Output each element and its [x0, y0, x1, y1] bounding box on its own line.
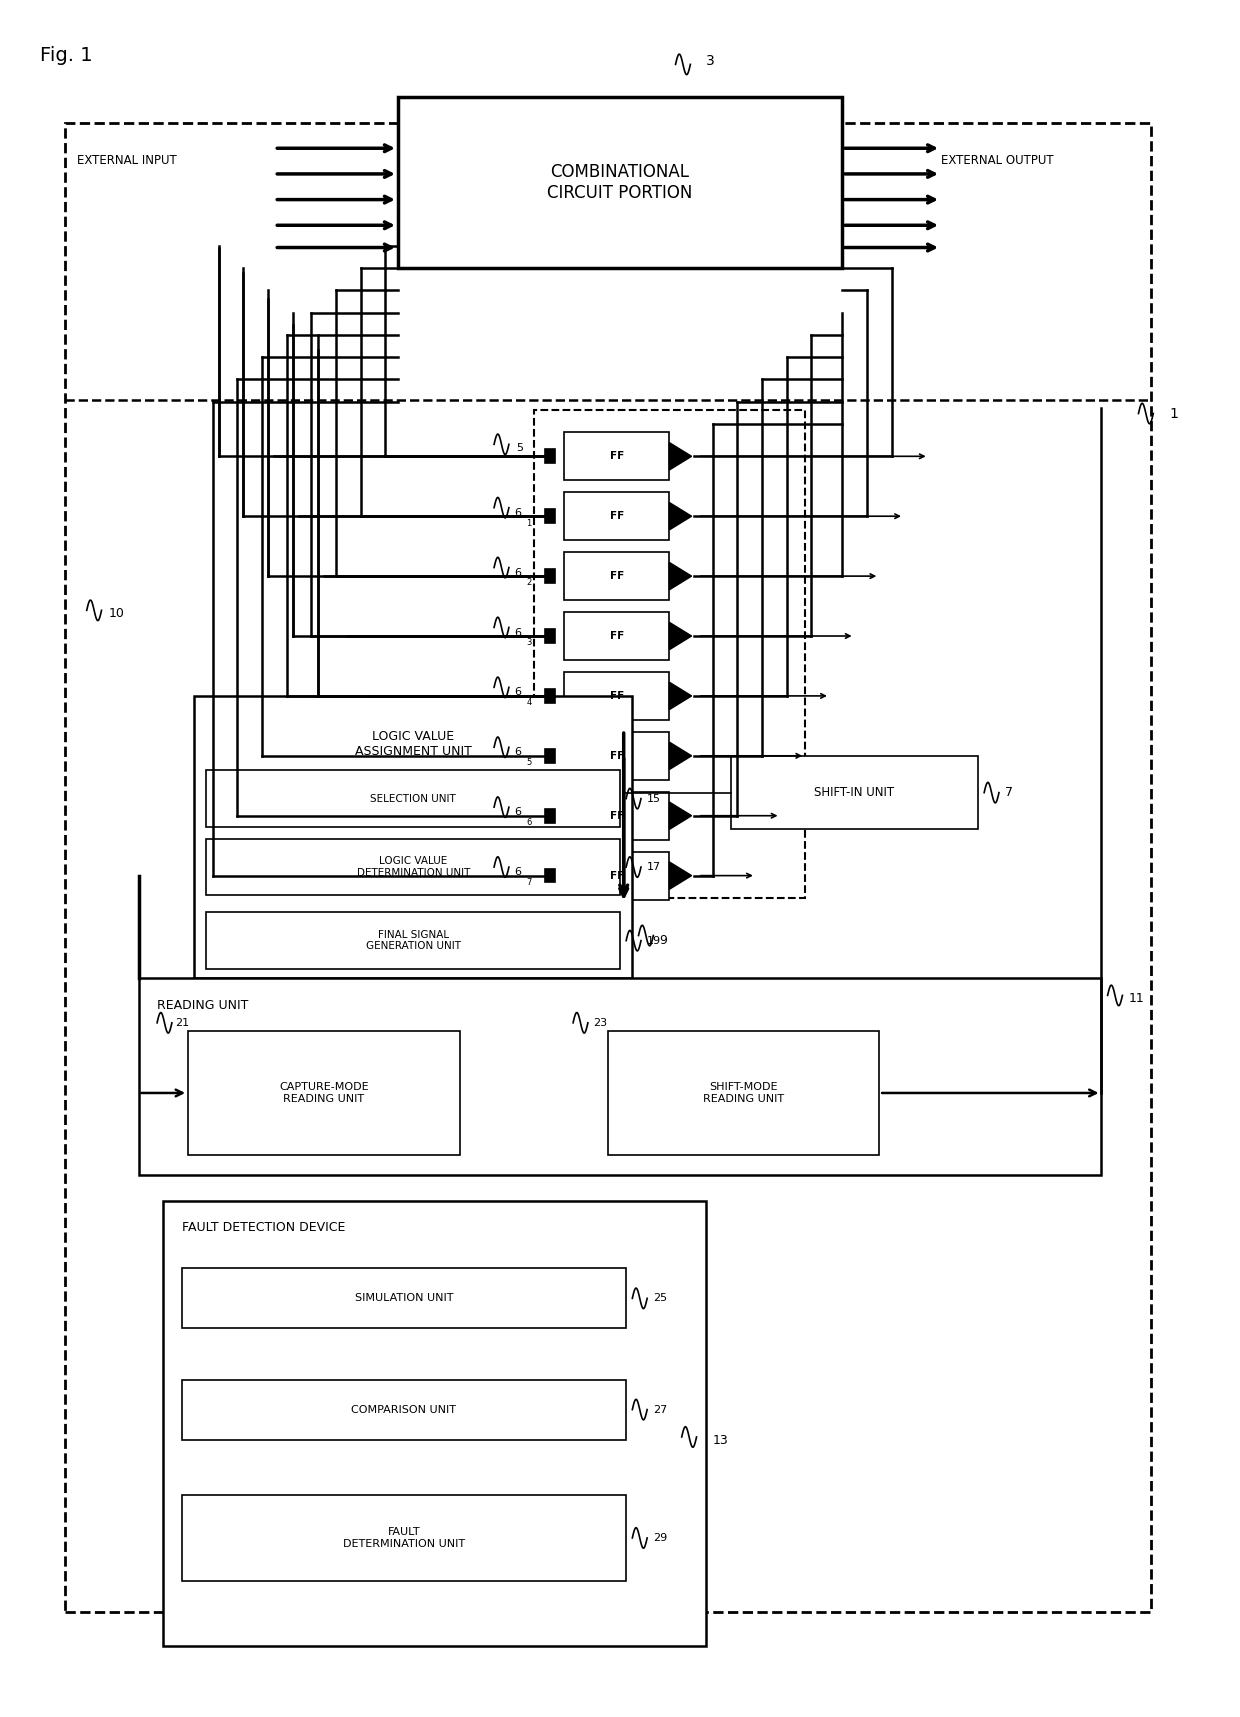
Bar	[544, 450, 554, 464]
Bar	[207, 771, 620, 828]
Bar	[564, 553, 670, 599]
Text: 6: 6	[513, 508, 521, 519]
Bar	[64, 122, 1151, 1612]
Polygon shape	[670, 563, 692, 591]
Text: FF: FF	[610, 572, 624, 580]
Bar	[564, 433, 670, 481]
Text: COMPARISON UNIT: COMPARISON UNIT	[351, 1405, 456, 1415]
Polygon shape	[670, 802, 692, 829]
Text: 9: 9	[660, 934, 667, 948]
Bar	[564, 852, 670, 900]
Text: 5: 5	[526, 759, 532, 767]
Bar	[139, 979, 1101, 1174]
Text: 7: 7	[1006, 786, 1013, 798]
Text: 3: 3	[707, 53, 715, 69]
Bar	[564, 671, 670, 719]
Bar	[564, 611, 670, 659]
Text: 7: 7	[526, 877, 532, 888]
Text: FINAL SIGNAL
GENERATION UNIT: FINAL SIGNAL GENERATION UNIT	[366, 931, 461, 951]
Polygon shape	[670, 862, 692, 889]
Text: LOGIC VALUE
DETERMINATION UNIT: LOGIC VALUE DETERMINATION UNIT	[357, 857, 470, 877]
Bar	[182, 1380, 626, 1439]
Text: 15: 15	[647, 793, 661, 804]
Text: 6: 6	[526, 817, 532, 828]
Bar	[207, 840, 620, 895]
Bar	[182, 1269, 626, 1329]
Bar	[195, 695, 632, 979]
Text: 17: 17	[647, 862, 661, 872]
Text: 6: 6	[513, 747, 521, 757]
Polygon shape	[670, 742, 692, 769]
Text: LOGIC VALUE
ASSIGNMENT UNIT: LOGIC VALUE ASSIGNMENT UNIT	[355, 730, 471, 759]
Text: SIMULATION UNIT: SIMULATION UNIT	[355, 1293, 454, 1303]
Bar	[544, 570, 554, 584]
Text: EXTERNAL INPUT: EXTERNAL INPUT	[77, 155, 176, 167]
Text: FF: FF	[610, 512, 624, 522]
Polygon shape	[670, 682, 692, 709]
Bar	[564, 792, 670, 840]
Text: FF: FF	[610, 452, 624, 462]
Text: 5: 5	[516, 443, 523, 453]
Bar	[544, 689, 554, 702]
Bar	[608, 1032, 879, 1154]
Text: 25: 25	[653, 1293, 667, 1303]
Polygon shape	[670, 443, 692, 470]
Polygon shape	[670, 622, 692, 649]
Text: 11: 11	[1128, 992, 1145, 1006]
Text: 13: 13	[713, 1434, 728, 1447]
Text: FAULT DETECTION DEVICE: FAULT DETECTION DEVICE	[182, 1221, 345, 1235]
Bar	[732, 755, 978, 829]
Text: 10: 10	[109, 608, 125, 620]
Text: 2: 2	[526, 579, 532, 587]
Bar	[164, 1200, 707, 1647]
Text: FF: FF	[610, 871, 624, 881]
Text: 3: 3	[526, 639, 532, 647]
Text: SELECTION UNIT: SELECTION UNIT	[371, 793, 456, 804]
Text: 1: 1	[526, 519, 532, 527]
Bar	[544, 628, 554, 642]
Text: FAULT
DETERMINATION UNIT: FAULT DETERMINATION UNIT	[343, 1526, 465, 1549]
Text: FF: FF	[610, 750, 624, 761]
Text: READING UNIT: READING UNIT	[157, 999, 248, 1011]
Text: 1: 1	[1169, 407, 1178, 421]
Text: FF: FF	[610, 810, 624, 821]
Bar	[533, 410, 805, 898]
Bar	[544, 809, 554, 822]
Bar	[544, 869, 554, 883]
Text: COMBINATIONAL
CIRCUIT PORTION: COMBINATIONAL CIRCUIT PORTION	[547, 163, 693, 203]
Text: FF: FF	[610, 690, 624, 701]
Text: 6: 6	[513, 687, 521, 697]
Text: 4: 4	[526, 699, 532, 707]
Text: 6: 6	[513, 807, 521, 817]
Text: FF: FF	[610, 632, 624, 640]
Text: CAPTURE-MODE
READING UNIT: CAPTURE-MODE READING UNIT	[279, 1082, 368, 1104]
Bar	[544, 749, 554, 762]
Text: 6: 6	[513, 568, 521, 577]
Bar	[544, 510, 554, 524]
Text: 29: 29	[653, 1533, 667, 1544]
Text: Fig. 1: Fig. 1	[40, 46, 93, 65]
Polygon shape	[670, 503, 692, 531]
Bar	[182, 1496, 626, 1581]
Text: 27: 27	[653, 1405, 667, 1415]
Bar	[188, 1032, 460, 1154]
Text: 6: 6	[513, 867, 521, 877]
Text: 19: 19	[647, 936, 661, 946]
Text: SHIFT-IN UNIT: SHIFT-IN UNIT	[815, 786, 894, 798]
Text: EXTERNAL OUTPUT: EXTERNAL OUTPUT	[941, 155, 1054, 167]
Bar	[564, 493, 670, 541]
Text: 21: 21	[176, 1018, 190, 1028]
Bar	[207, 912, 620, 968]
Bar	[564, 731, 670, 780]
Text: 6: 6	[513, 628, 521, 637]
Bar	[398, 96, 842, 268]
Text: 23: 23	[593, 1018, 606, 1028]
Text: SHIFT-MODE
READING UNIT: SHIFT-MODE READING UNIT	[703, 1082, 784, 1104]
